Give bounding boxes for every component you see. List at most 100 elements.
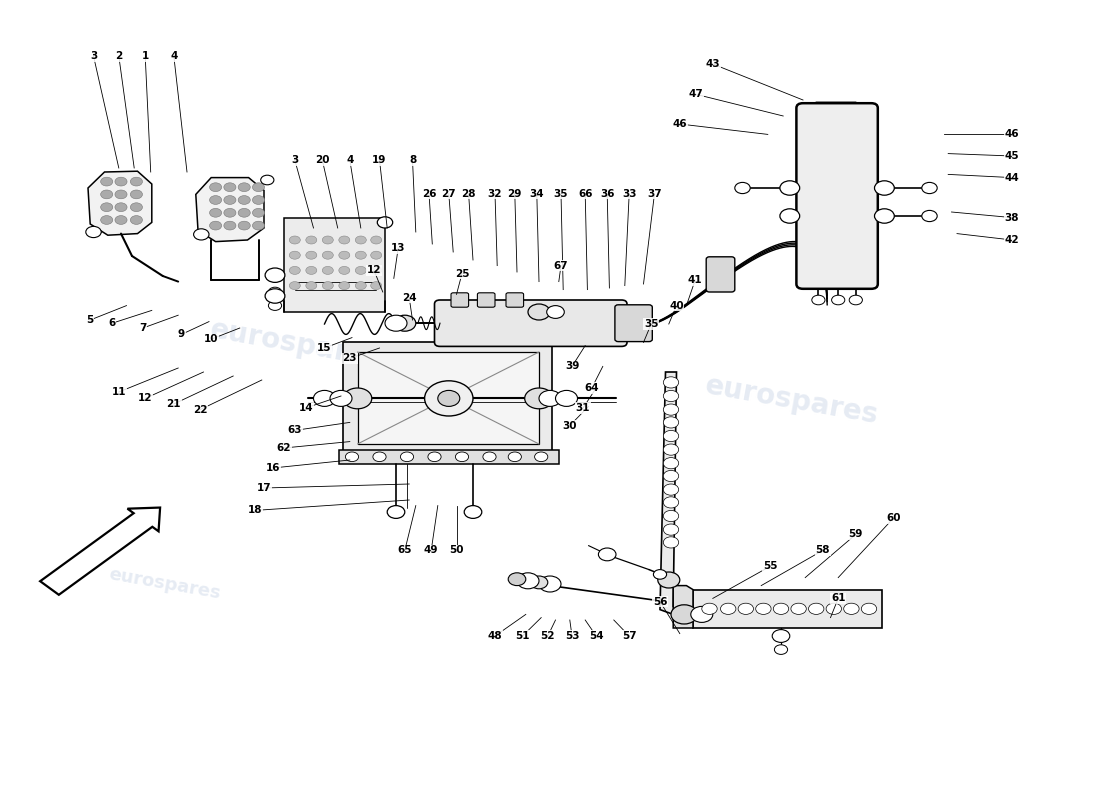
Text: 33: 33	[621, 189, 637, 198]
Circle shape	[738, 603, 754, 614]
Circle shape	[339, 266, 350, 274]
Circle shape	[101, 215, 112, 224]
FancyBboxPatch shape	[615, 305, 652, 342]
Circle shape	[339, 251, 350, 259]
Circle shape	[339, 282, 350, 290]
Circle shape	[658, 572, 680, 588]
FancyBboxPatch shape	[434, 300, 627, 346]
FancyBboxPatch shape	[706, 257, 735, 292]
Circle shape	[223, 196, 235, 204]
Circle shape	[252, 196, 265, 204]
Text: 13: 13	[390, 243, 406, 253]
Text: 58: 58	[815, 546, 830, 555]
FancyBboxPatch shape	[796, 103, 878, 289]
Text: 2: 2	[116, 51, 122, 61]
Text: 6: 6	[109, 318, 116, 328]
Polygon shape	[358, 352, 539, 444]
Circle shape	[428, 452, 441, 462]
Circle shape	[653, 570, 667, 579]
Text: 23: 23	[342, 354, 358, 363]
Circle shape	[556, 390, 578, 406]
Circle shape	[425, 381, 473, 416]
Circle shape	[265, 289, 285, 303]
Circle shape	[720, 603, 736, 614]
Circle shape	[130, 190, 143, 198]
Polygon shape	[660, 372, 713, 626]
Circle shape	[322, 236, 333, 244]
Circle shape	[455, 452, 469, 462]
Circle shape	[663, 484, 679, 495]
Circle shape	[223, 208, 235, 217]
FancyBboxPatch shape	[506, 293, 524, 307]
Text: 3: 3	[292, 155, 298, 165]
Circle shape	[663, 404, 679, 415]
Text: 59: 59	[848, 530, 864, 539]
Text: eurospares: eurospares	[703, 371, 881, 429]
Circle shape	[874, 209, 894, 223]
Circle shape	[844, 603, 859, 614]
Text: 36: 36	[600, 189, 615, 198]
Text: 4: 4	[346, 155, 353, 165]
Text: 55: 55	[762, 562, 778, 571]
Text: 4: 4	[170, 51, 177, 61]
Text: 40: 40	[669, 301, 684, 310]
Polygon shape	[806, 102, 867, 120]
Text: 12: 12	[138, 394, 153, 403]
Circle shape	[385, 315, 407, 331]
Circle shape	[268, 287, 282, 297]
Circle shape	[547, 306, 564, 318]
Text: 20: 20	[315, 155, 330, 165]
Circle shape	[330, 390, 352, 406]
Text: 60: 60	[886, 514, 901, 523]
Circle shape	[209, 222, 222, 230]
Text: eurospares: eurospares	[208, 315, 386, 373]
Circle shape	[400, 452, 414, 462]
Circle shape	[371, 236, 382, 244]
Circle shape	[238, 183, 251, 192]
Circle shape	[343, 388, 372, 409]
Text: 49: 49	[424, 546, 439, 555]
Circle shape	[663, 510, 679, 522]
Polygon shape	[88, 171, 152, 235]
Circle shape	[394, 315, 416, 331]
Text: 46: 46	[1004, 130, 1020, 139]
Text: 42: 42	[1004, 235, 1020, 245]
Circle shape	[130, 215, 143, 224]
Text: 34: 34	[529, 189, 544, 198]
Circle shape	[130, 203, 143, 212]
Text: 15: 15	[317, 343, 332, 353]
Circle shape	[223, 183, 235, 192]
Circle shape	[691, 606, 713, 622]
Text: 45: 45	[1004, 151, 1020, 161]
Text: 64: 64	[584, 383, 600, 393]
Bar	[693, 590, 882, 628]
Text: 30: 30	[562, 421, 578, 430]
Text: 29: 29	[507, 189, 522, 198]
Circle shape	[238, 222, 251, 230]
Circle shape	[702, 603, 717, 614]
Text: 62: 62	[276, 443, 292, 453]
Circle shape	[101, 178, 112, 186]
Circle shape	[101, 203, 112, 212]
FancyArrow shape	[41, 507, 161, 594]
Circle shape	[528, 304, 550, 320]
Text: 35: 35	[553, 189, 569, 198]
Circle shape	[223, 222, 235, 230]
Circle shape	[663, 417, 679, 428]
Circle shape	[663, 390, 679, 402]
Circle shape	[663, 537, 679, 548]
Text: 25: 25	[454, 269, 470, 278]
Text: 18: 18	[248, 506, 263, 515]
Text: 9: 9	[178, 330, 185, 339]
Circle shape	[209, 183, 222, 192]
Circle shape	[922, 182, 937, 194]
Text: 1: 1	[142, 51, 148, 61]
Bar	[339, 450, 559, 464]
Circle shape	[517, 573, 539, 589]
Circle shape	[322, 282, 333, 290]
Polygon shape	[196, 178, 264, 242]
Circle shape	[598, 548, 616, 561]
Text: 56: 56	[652, 597, 668, 606]
Circle shape	[663, 430, 679, 442]
Text: 66: 66	[578, 189, 593, 198]
